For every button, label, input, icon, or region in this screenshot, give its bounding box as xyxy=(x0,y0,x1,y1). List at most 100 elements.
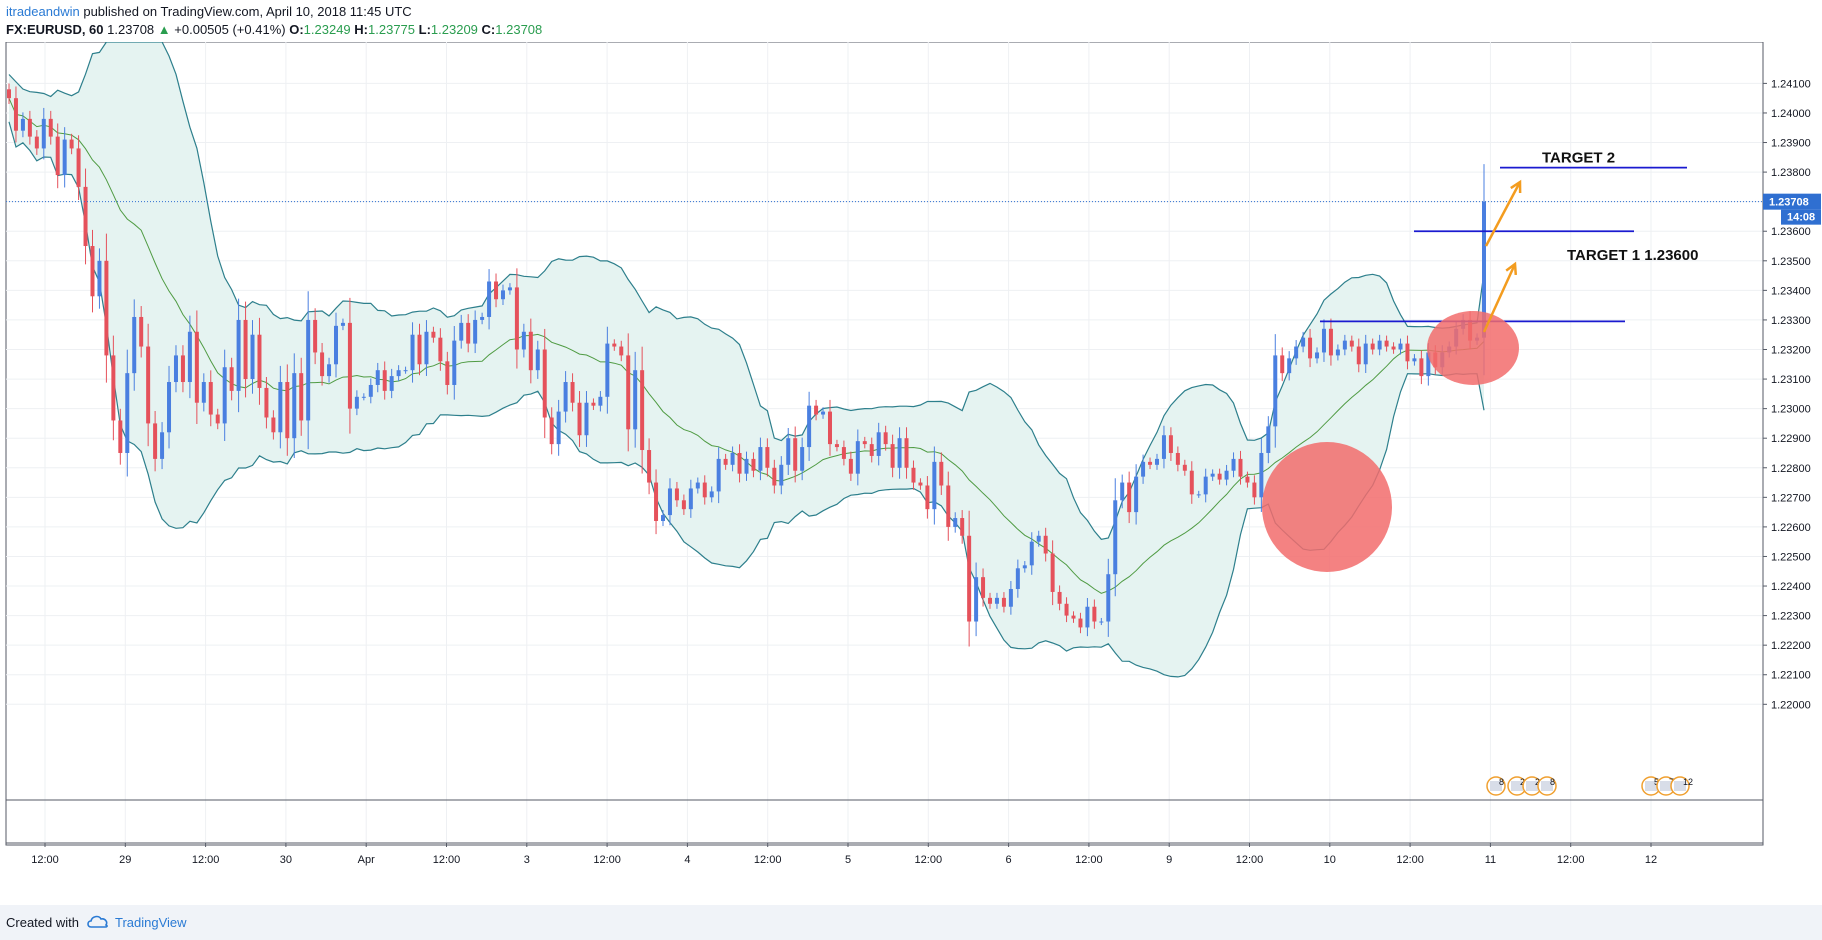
candle-body xyxy=(563,382,568,412)
candle-body xyxy=(417,334,422,365)
price-tick-label: 1.23500 xyxy=(1771,256,1811,268)
candle-body xyxy=(869,444,874,456)
candle-body xyxy=(1064,603,1069,616)
price-tick-label: 1.22600 xyxy=(1771,522,1811,534)
time-tick-label: 12 xyxy=(1645,854,1657,866)
candle-body xyxy=(932,461,937,510)
candle-body xyxy=(1085,606,1090,628)
candle-body xyxy=(243,319,248,380)
event-badge-count: 8 xyxy=(1550,777,1555,787)
candle-body xyxy=(1308,337,1313,359)
candle-body xyxy=(480,316,485,320)
candle-body xyxy=(1391,346,1396,350)
candle-body xyxy=(382,370,387,391)
candle-body xyxy=(1252,482,1257,498)
candle-body xyxy=(55,136,60,176)
candle-body xyxy=(320,352,325,377)
candle-body xyxy=(507,287,512,291)
candle-body xyxy=(1315,352,1320,359)
candle-body xyxy=(410,334,415,371)
candle-body xyxy=(918,482,923,486)
candle-body xyxy=(313,319,318,353)
candle-body xyxy=(598,396,603,406)
candle-body xyxy=(1210,473,1215,477)
candle-body xyxy=(967,535,972,622)
up-arrow-icon: ▲ xyxy=(157,22,171,37)
candle-body xyxy=(1175,452,1180,465)
candle-body xyxy=(709,491,714,498)
candle-body xyxy=(897,438,902,468)
candle-body xyxy=(1342,340,1347,350)
flag-icon xyxy=(1541,781,1553,791)
candle-body xyxy=(827,411,832,445)
flag-icon xyxy=(1645,781,1657,791)
price-tick-label: 1.22300 xyxy=(1771,611,1811,623)
price-tick-label: 1.23600 xyxy=(1771,226,1811,238)
candle-body xyxy=(1245,476,1250,483)
candle-body xyxy=(1196,494,1201,496)
candle-body xyxy=(285,382,290,439)
price-tick-label: 1.23400 xyxy=(1771,285,1811,297)
candle-body xyxy=(1008,588,1013,607)
tradingview-cloud-icon xyxy=(87,915,108,928)
candle-body xyxy=(1328,328,1333,356)
candle-body xyxy=(633,370,638,430)
candle-body xyxy=(264,387,269,418)
candle-body xyxy=(1043,535,1048,554)
candle-body xyxy=(173,355,178,383)
time-tick-label: 9 xyxy=(1166,854,1172,866)
candle-body xyxy=(257,334,262,388)
candle-body xyxy=(1370,343,1375,350)
candles xyxy=(7,83,1486,647)
footer: Created with TradingView xyxy=(0,905,1822,940)
target-1-label: TARGET 1 1.23600 xyxy=(1567,247,1698,264)
candle-body xyxy=(1057,591,1062,604)
candle-body xyxy=(194,331,199,403)
candle-body xyxy=(730,452,735,465)
time-tick-label: 12:00 xyxy=(31,854,59,866)
candle-body xyxy=(1036,535,1041,542)
candle-body xyxy=(250,334,255,380)
chart-header: itradeandwin published on TradingView.co… xyxy=(0,0,1822,42)
candle-body xyxy=(1092,606,1097,622)
candle-body xyxy=(626,355,631,430)
last-price: 1.23708 xyxy=(107,22,155,37)
candle-body xyxy=(1482,201,1486,338)
candle-body xyxy=(1238,458,1243,477)
candle-body xyxy=(1294,346,1299,359)
candle-body xyxy=(994,597,999,604)
candle-body xyxy=(180,355,185,383)
time-tick-label: 30 xyxy=(280,854,292,866)
candle-body xyxy=(744,458,749,474)
candle-body xyxy=(1099,621,1104,623)
event-badge-count: 5 xyxy=(1654,777,1659,787)
arrow-head xyxy=(1505,261,1518,276)
candle-body xyxy=(83,186,88,247)
candle-body xyxy=(647,450,652,483)
candle-body xyxy=(69,139,74,149)
candle-body xyxy=(1141,461,1146,477)
candle-body xyxy=(299,373,304,421)
candle-body xyxy=(1029,541,1034,566)
tradingview-link[interactable]: TradingView xyxy=(115,915,187,930)
candle-body xyxy=(640,370,645,451)
candle-body xyxy=(1363,343,1368,365)
candle-body xyxy=(1412,358,1417,362)
candle-body xyxy=(347,322,352,409)
candle-body xyxy=(1050,553,1055,592)
candle-body xyxy=(1134,476,1139,513)
time-tick-label: 10 xyxy=(1324,854,1336,866)
author-link[interactable]: itradeandwin xyxy=(6,4,80,19)
candle-body xyxy=(236,319,241,391)
candle-body xyxy=(814,405,819,415)
candle-body xyxy=(494,281,499,300)
candle-body xyxy=(1182,464,1187,471)
projection-arrow xyxy=(1482,263,1517,333)
high-value: 1.23775 xyxy=(368,22,416,37)
close-value: 1.23708 xyxy=(495,22,543,37)
candle-body xyxy=(876,432,881,456)
candle-body xyxy=(1398,343,1403,350)
candle-body xyxy=(807,405,812,448)
candle-body xyxy=(570,382,575,403)
